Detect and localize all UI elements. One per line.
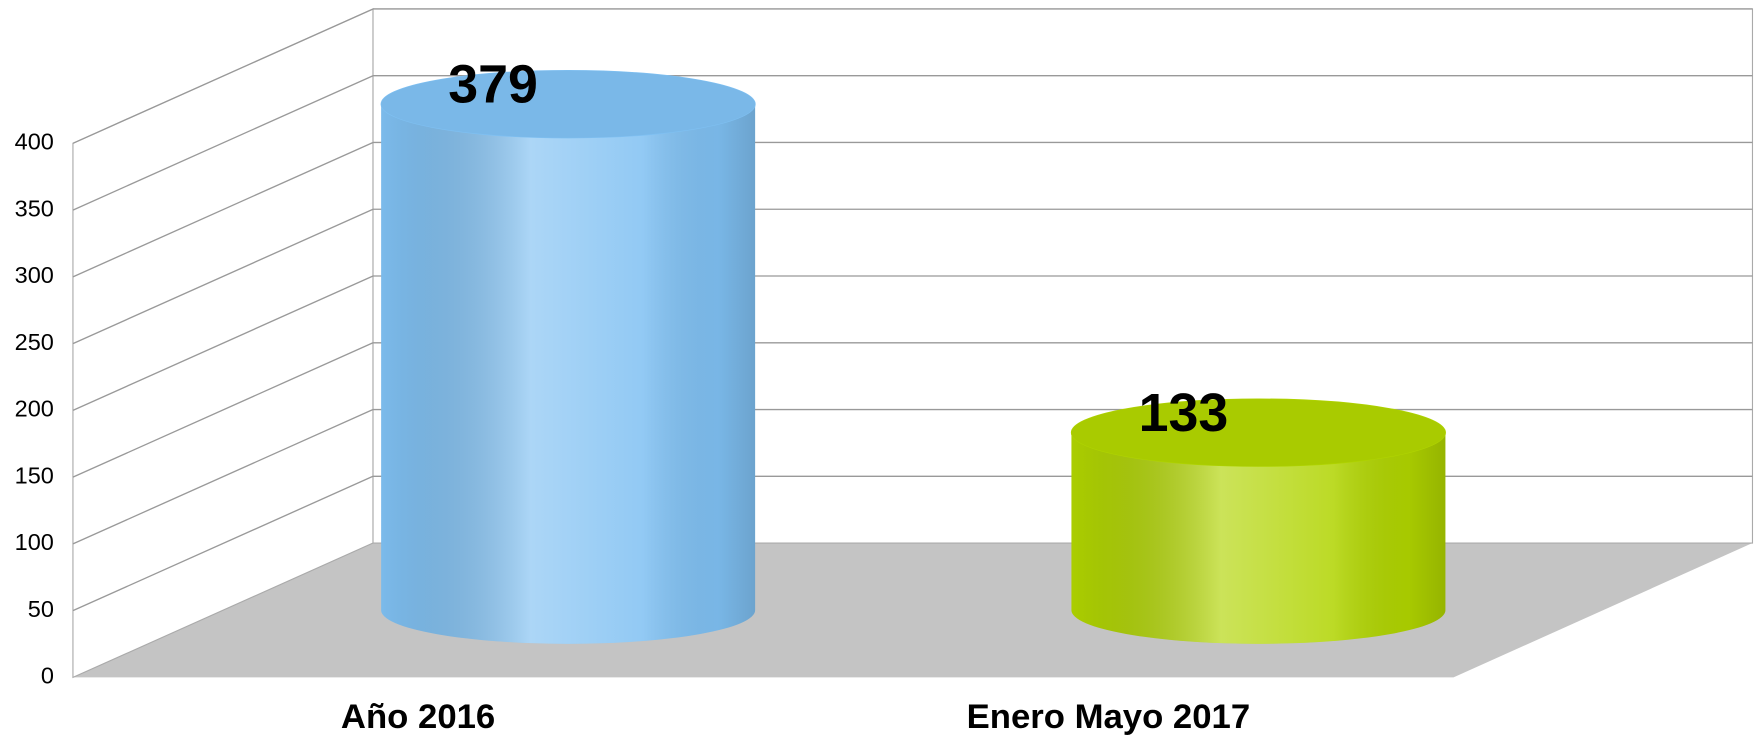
y-tick-label: 400 bbox=[15, 129, 54, 155]
value-label: 133 bbox=[1139, 383, 1229, 443]
x-tick-label: Año 2016 bbox=[341, 698, 495, 736]
y-tick-label: 50 bbox=[28, 596, 54, 622]
value-label: 379 bbox=[448, 55, 538, 115]
grid-line bbox=[72, 408, 374, 545]
bar-top-shade bbox=[1071, 399, 1446, 467]
y-tick-label: 300 bbox=[15, 262, 54, 288]
bar-shade bbox=[1071, 432, 1446, 644]
grid-line bbox=[72, 208, 374, 345]
y-tick-label: 250 bbox=[15, 329, 54, 355]
x-tick-label: Enero Mayo 2017 bbox=[967, 698, 1251, 736]
y-tick-label: 100 bbox=[15, 529, 54, 555]
y-tick-label: 0 bbox=[41, 663, 54, 689]
grid-line bbox=[72, 75, 374, 211]
y-tick-label: 150 bbox=[15, 462, 54, 488]
grid-line bbox=[72, 475, 374, 612]
y-tick-label: 350 bbox=[15, 195, 54, 221]
bar-top bbox=[380, 70, 756, 139]
grid-line bbox=[72, 8, 374, 144]
bar-shade bbox=[381, 104, 756, 644]
bar-top-shade bbox=[381, 70, 756, 138]
grid-line bbox=[72, 342, 374, 478]
grid-line bbox=[72, 141, 374, 278]
y-tick-label: 200 bbox=[15, 396, 54, 422]
bar-top bbox=[1070, 398, 1446, 467]
grid-line bbox=[72, 275, 374, 411]
